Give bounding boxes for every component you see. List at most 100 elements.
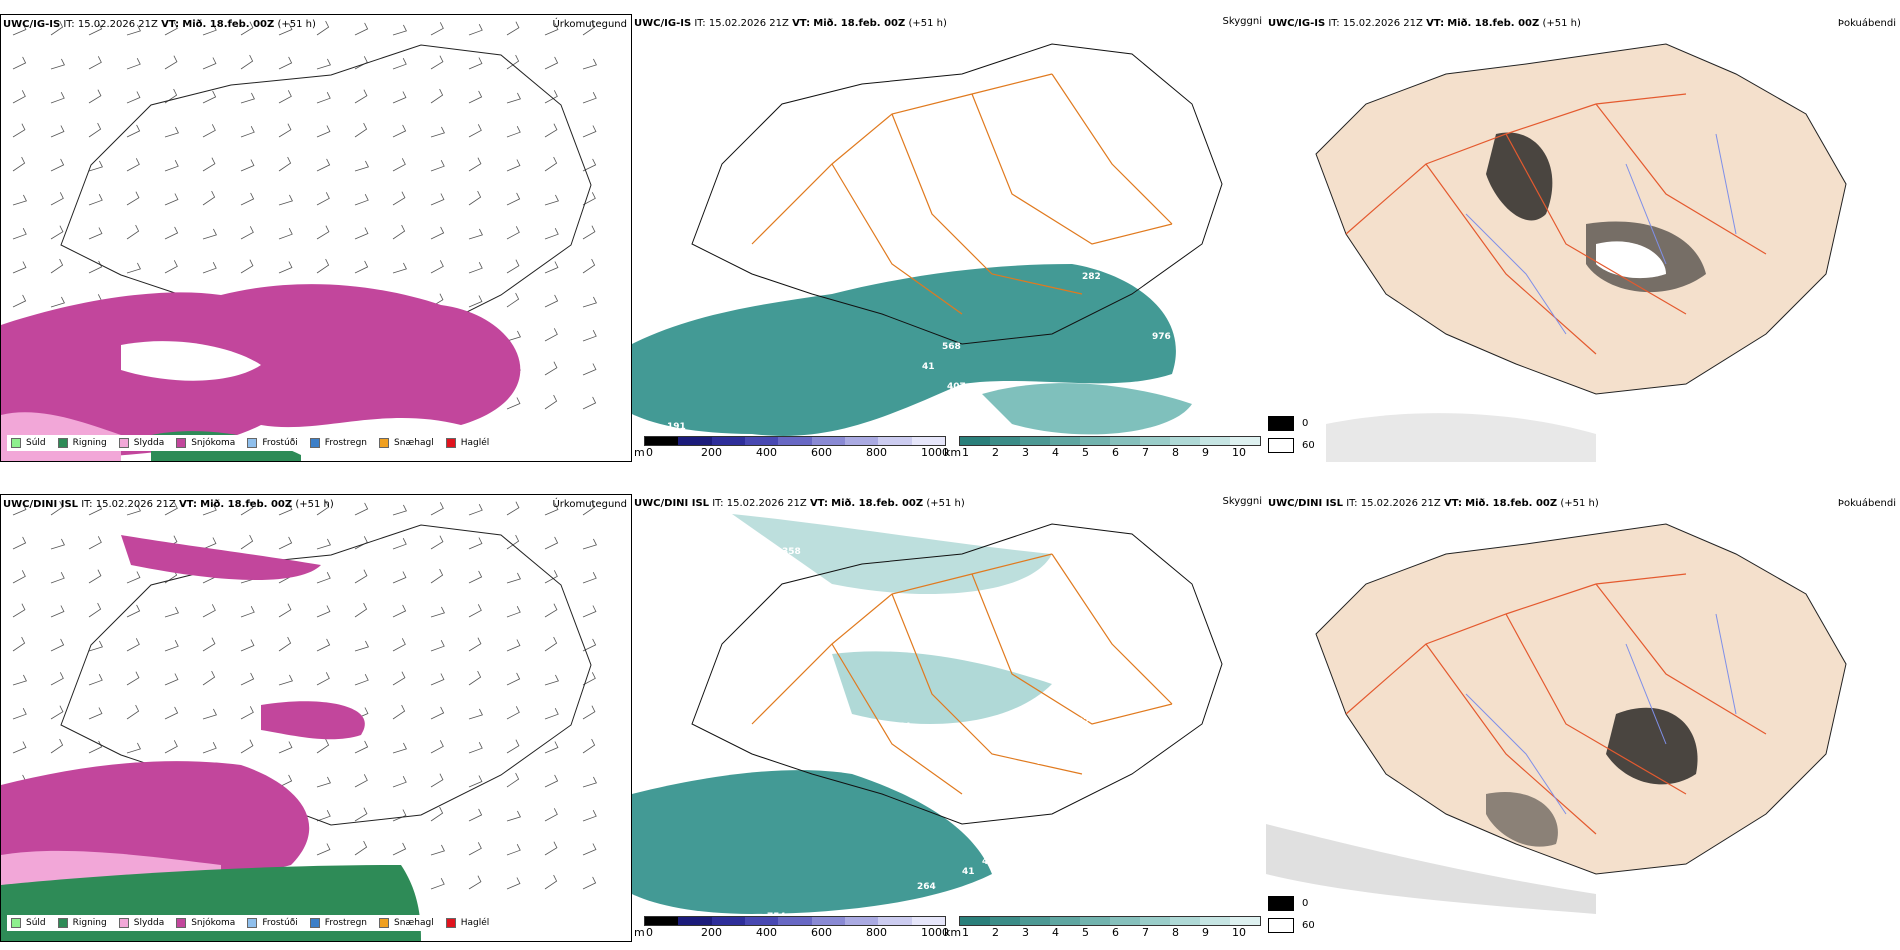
wind-barb — [316, 20, 330, 36]
wind-barb — [164, 606, 179, 618]
wind-barb — [544, 570, 558, 584]
wind-barb — [202, 708, 217, 720]
wind-barb — [430, 502, 444, 516]
wind-barb — [126, 571, 141, 584]
panel-type-label: Úrkomutegund — [552, 19, 627, 30]
wind-barb — [582, 876, 597, 890]
km-tick-label: 1 — [962, 926, 969, 939]
m-tick-label: 400 — [756, 926, 777, 939]
wind-barb — [392, 638, 406, 652]
wind-barb — [582, 92, 597, 104]
visibility-value: 26 — [1052, 167, 1065, 177]
wind-barb — [506, 92, 521, 104]
wind-barb — [202, 57, 217, 70]
wind-barb — [126, 158, 140, 172]
wind-barb — [278, 90, 292, 104]
color-step — [811, 917, 845, 925]
precip-panel-bottom: UWC/DINI ISL IT: 15.02.2026 21Z VT: Mið.… — [0, 494, 632, 942]
legend-item: Rigning — [57, 438, 107, 448]
legend-label: Frostúði — [262, 918, 298, 928]
wind-barb — [316, 572, 331, 584]
unit-m: m — [634, 446, 645, 459]
wind-barb — [506, 259, 520, 274]
wind-barb — [582, 192, 596, 206]
wind-barb — [392, 58, 407, 70]
color-step — [1110, 437, 1140, 445]
wind-barb — [468, 570, 483, 584]
wind-barb — [582, 363, 597, 376]
color-step — [911, 437, 945, 445]
fog-dark-area — [1486, 132, 1553, 221]
wind-barb — [12, 603, 26, 618]
wind-barb — [430, 22, 444, 36]
fog-legend: 0 60 — [1268, 892, 1315, 936]
wind-barb — [506, 810, 521, 822]
m-tick-label: 800 — [866, 926, 887, 939]
fog-legend-label: 60 — [1302, 439, 1315, 451]
legend-item: Snæhagl — [379, 438, 434, 448]
wind-barb — [164, 260, 178, 274]
legend-swatch — [57, 918, 68, 928]
wind-barb — [50, 258, 64, 274]
wind-barb — [582, 638, 597, 652]
m-tick-label: 1000 — [921, 446, 949, 459]
wind-barb — [582, 225, 596, 240]
color-step — [645, 437, 679, 445]
wind-barb — [430, 193, 445, 206]
wind-barb — [392, 704, 406, 720]
m-tick-label: 600 — [811, 446, 832, 459]
visibility-colorbar: m 0 200 400 600 800 1000 km 1 2 3 4 5 6 7 8 9 10 — [634, 916, 1264, 942]
wind-barb — [354, 740, 369, 754]
km-scale-bar — [959, 916, 1261, 926]
legend-item: Frostúði — [247, 438, 298, 448]
km-tick-label: 6 — [1112, 446, 1119, 459]
wind-barb — [506, 639, 521, 652]
legend-label: Snæhagl — [394, 438, 434, 448]
wind-barb — [430, 55, 444, 70]
wind-barb — [50, 500, 64, 516]
iceland-outline — [691, 523, 1223, 825]
wind-barb — [506, 772, 520, 788]
legend-swatch — [309, 438, 320, 448]
wind-barb — [88, 602, 102, 618]
unit-km: km — [944, 446, 962, 459]
visibility-value: 346 — [1017, 862, 1036, 872]
wind-barb — [430, 740, 444, 754]
fog-legend-label: 0 — [1302, 417, 1309, 429]
wind-barb — [12, 674, 27, 686]
wind-barb — [50, 538, 65, 550]
wind-barb — [468, 604, 482, 618]
wind-barb — [12, 294, 27, 308]
m-tick-label: 1000 — [921, 926, 949, 939]
wind-barb — [240, 606, 255, 618]
wind-barb — [468, 670, 482, 686]
wind-barb — [506, 159, 521, 172]
wind-barb — [582, 572, 597, 584]
visibility-value: 162 — [1027, 732, 1046, 742]
wind-barb — [468, 875, 482, 890]
m-tick-label: 0 — [646, 446, 653, 459]
legend-item: Haglél — [445, 918, 489, 928]
wind-barb — [544, 536, 559, 550]
wind-barb — [240, 259, 254, 274]
roads-red — [1345, 573, 1767, 835]
wind-barb — [126, 638, 140, 652]
wind-barb — [544, 361, 558, 376]
wind-barb — [126, 91, 141, 104]
wind-barb — [506, 292, 520, 308]
legend-label: Rigning — [72, 918, 107, 928]
wind-barb — [582, 296, 597, 308]
color-step — [711, 437, 745, 445]
roads-red — [1345, 93, 1767, 355]
color-step — [1050, 917, 1080, 925]
km-tick-label: 3 — [1022, 446, 1029, 459]
wind-barb — [582, 605, 597, 618]
wind-barb — [88, 122, 102, 138]
m-tick-label: 800 — [866, 446, 887, 459]
wind-barb — [316, 672, 330, 686]
wind-barb — [582, 705, 596, 720]
color-step — [990, 917, 1020, 925]
color-step — [960, 917, 990, 925]
wind-barb — [240, 21, 254, 36]
m-tick-label: 400 — [756, 446, 777, 459]
